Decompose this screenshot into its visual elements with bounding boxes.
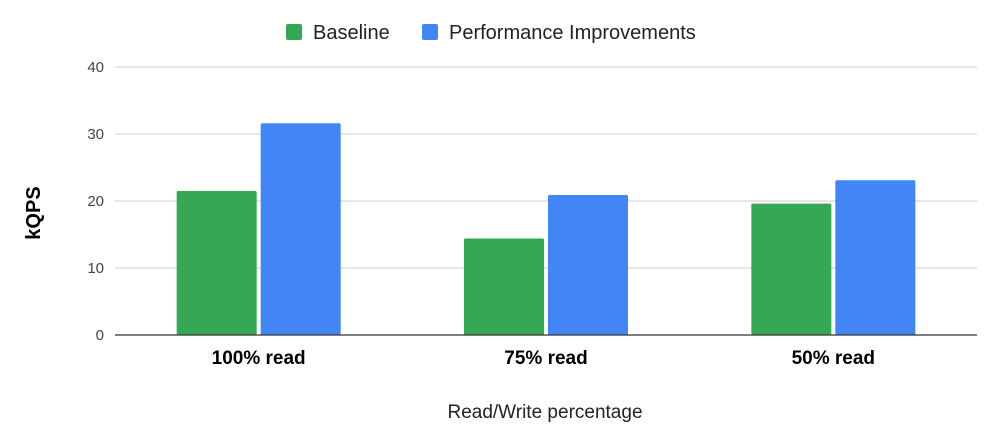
y-tick-label-40: 40 [87,59,104,76]
legend-swatch-baseline [286,24,302,40]
legend-label-baseline: Baseline [313,22,390,44]
y-tick-label-20: 20 [87,193,104,210]
bar-performance-improvements-75-read [548,194,628,335]
y-tick-label-10: 10 [87,260,104,277]
x-tick-label-50-read: 50% read [792,348,875,369]
bar-performance-improvements-50-read [835,180,916,335]
bar-performance-improvements-100-read [260,123,341,335]
x-axis-title: Read/Write percentage [447,402,642,423]
bar-baseline-50-read [751,203,832,335]
y-tick-label-0: 0 [96,327,104,344]
gridlines [115,66,977,269]
legend-label-performance-improvements: Performance Improvements [449,22,696,44]
y-axis-title: kQPS [23,186,45,239]
y-axis-ticks: 0 10 20 30 40 [87,59,104,344]
y-tick-label-30: 30 [87,126,104,143]
bars [176,123,916,335]
legend-swatch-performance-improvements [422,24,438,40]
x-tick-label-75-read: 75% read [504,348,587,369]
x-axis-labels: 100% read 75% read 50% read [212,348,875,369]
bar-baseline-100-read [176,190,257,335]
legend: Baseline Performance Improvements [286,22,696,44]
bar-baseline-75-read [464,238,544,335]
x-tick-label-100-read: 100% read [212,348,306,369]
